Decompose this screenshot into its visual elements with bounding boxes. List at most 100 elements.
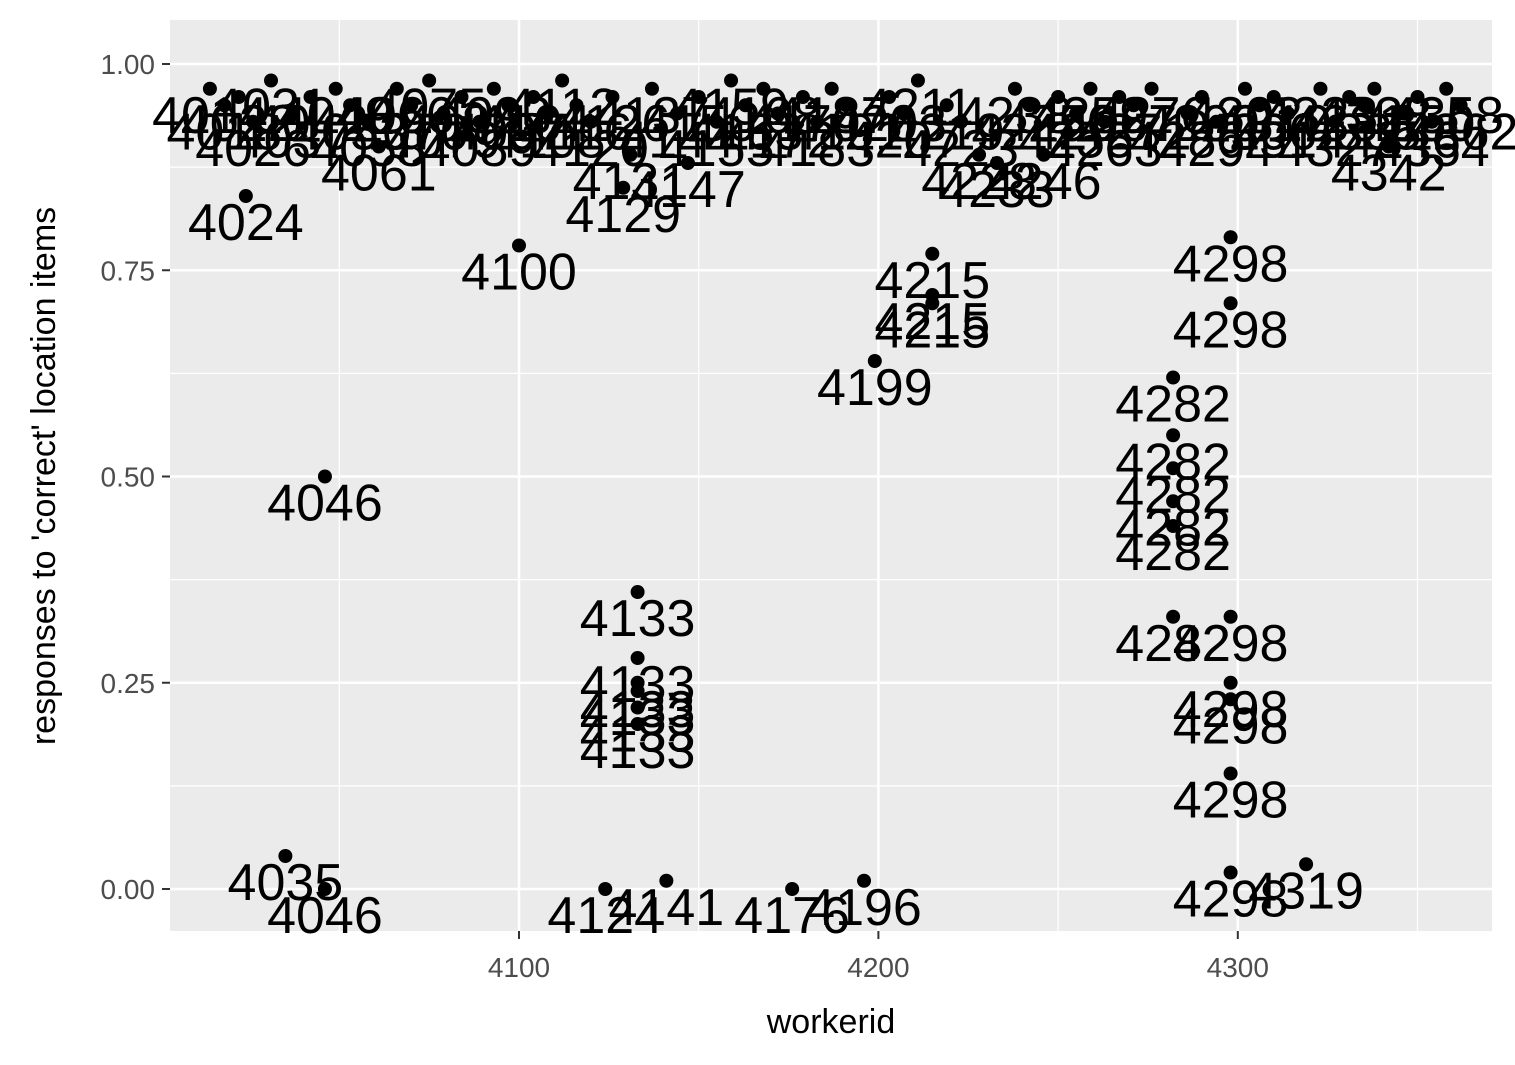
grid-lines [170, 20, 1492, 931]
data-point [1069, 106, 1084, 121]
data-point [264, 73, 279, 88]
data-label: 4137 [594, 87, 710, 145]
data-point [630, 717, 645, 731]
data-point [925, 296, 940, 311]
data-label: 4228 [921, 153, 1037, 211]
data-point [526, 90, 541, 104]
data-label: 4112 [506, 79, 618, 137]
data-label: 4215 [874, 252, 990, 310]
data-label: 4215 [874, 293, 990, 351]
y-axis-ticks: 0.00 0.25 0.50 0.75 1.00 [101, 49, 170, 905]
data-point [371, 139, 386, 154]
data-label: 4196 [806, 879, 922, 937]
data-label: 4358 [1388, 87, 1504, 145]
data-point [1396, 106, 1411, 121]
data-point [1313, 81, 1328, 96]
data-label: 4108 [490, 112, 606, 170]
data-point [1281, 106, 1296, 121]
data-point [670, 106, 685, 121]
data-point [785, 882, 800, 896]
data-label: 4159 [673, 79, 789, 137]
data-point [1356, 98, 1371, 113]
data-label: 4350 [1360, 95, 1476, 153]
data-point [1223, 692, 1238, 707]
data-point [1223, 230, 1238, 245]
data-point [1036, 147, 1051, 162]
data-label: 4255 [1018, 112, 1134, 170]
data-label: 4191 [788, 103, 904, 161]
data-label: 4310 [1216, 95, 1332, 153]
data-point [1223, 865, 1238, 880]
data-point [317, 469, 332, 484]
data-label: 4129 [565, 186, 681, 244]
data-label: 4133 [580, 656, 696, 714]
data-label: 4306 [1202, 103, 1318, 161]
data-label: 4120 [533, 120, 649, 178]
x-axis-title: workerid [766, 1003, 895, 1041]
data-label: 4049 [278, 87, 394, 145]
data-label: 4286 [1130, 112, 1246, 170]
data-point [1126, 98, 1141, 113]
data-label: 4066 [339, 87, 455, 145]
data-label: 4183 [759, 120, 875, 178]
data-label: 4298 [1173, 615, 1289, 673]
data-point [501, 98, 516, 113]
data-point [630, 700, 645, 715]
data-point [1166, 370, 1181, 385]
data-point [1007, 81, 1022, 96]
data-label: 4259 [1033, 87, 1149, 145]
data-point [795, 90, 810, 104]
y-tick-label: 0.00 [101, 874, 156, 905]
data-point [810, 114, 825, 129]
data-label: 4298 [1173, 301, 1289, 359]
data-point [630, 585, 645, 599]
x-tick-label: 4200 [847, 952, 909, 983]
data-point [867, 354, 882, 368]
data-label: 4075 [371, 79, 487, 137]
data-label: 4018 [166, 103, 282, 161]
data-point [1237, 81, 1252, 96]
data-label: 4323 [1263, 87, 1379, 145]
data-label: 4031 [213, 79, 329, 137]
data-label: 4282 [1115, 524, 1231, 582]
y-tick-label: 0.25 [101, 668, 156, 699]
data-label: 4263 [1047, 120, 1163, 178]
data-label: 4147 [630, 161, 746, 219]
data-point [738, 98, 753, 113]
data-label: 4133 [580, 722, 696, 780]
data-point [217, 98, 232, 113]
data-label: 4223 [903, 120, 1019, 178]
data-label: 4070 [353, 103, 469, 161]
data-label: 4298 [1173, 235, 1289, 293]
data-label: 4298 [1173, 681, 1289, 739]
data-point [303, 90, 318, 104]
data-point [1327, 114, 1342, 129]
data-label: 4207 [846, 112, 962, 170]
data-point [925, 246, 940, 261]
data-label: 4133 [580, 590, 696, 648]
data-label: 4014 [152, 87, 268, 145]
data-label: 4302 [1187, 87, 1303, 145]
data-label: 4084 [404, 95, 520, 153]
data-point [231, 90, 246, 104]
data-label: 4150 [641, 95, 757, 153]
data-label: 4294 [1158, 120, 1274, 178]
data-label: 4124 [547, 887, 663, 945]
data-label: 4276 [1094, 87, 1210, 145]
data-label: 4314 [1230, 112, 1346, 170]
data-point [404, 98, 419, 113]
data-point [1252, 98, 1267, 113]
data-label: 4126 [555, 95, 671, 153]
data-point [1223, 675, 1238, 690]
data-point [328, 81, 343, 96]
data-point [343, 98, 358, 113]
data-point [512, 238, 526, 253]
data-point [1266, 90, 1281, 104]
data-point [882, 90, 897, 104]
data-label: 4290 [1144, 95, 1260, 153]
data-point [756, 81, 771, 96]
data-point [910, 73, 925, 88]
data-point [598, 882, 613, 896]
data-label: 4168 [706, 87, 822, 145]
data-label: 4079 [386, 112, 502, 170]
